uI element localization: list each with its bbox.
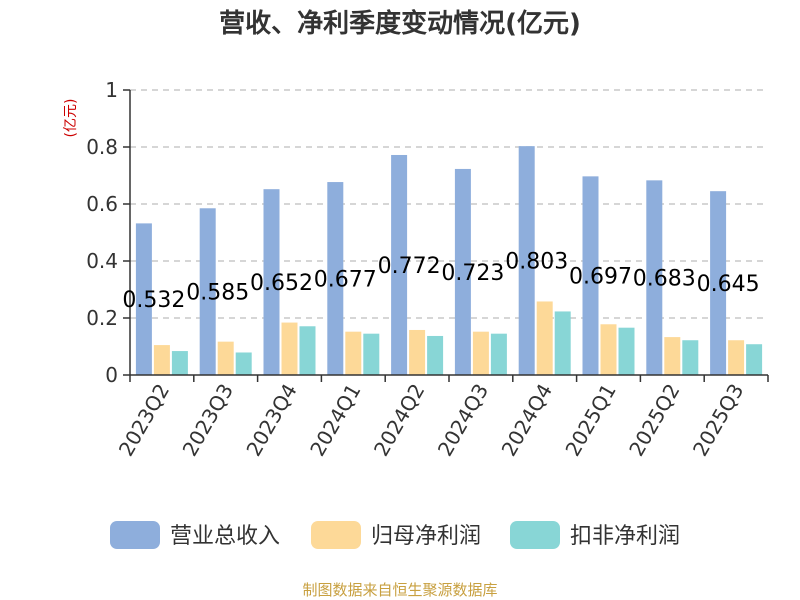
data-label: 0.585 [186,281,249,306]
bar-1 [135,223,152,375]
bar-1 [391,154,408,375]
source-note: 制图数据来自恒生聚源数据库 [302,581,497,599]
bar-2 [409,329,426,375]
bar-3 [746,344,763,375]
bar-1 [454,168,471,375]
bar-1 [327,182,344,375]
bar-2 [664,337,681,375]
data-label: 0.677 [314,268,377,293]
bar-2 [600,324,617,375]
x-tick-label: 2025Q3 [688,380,748,461]
x-tick-label: 2023Q4 [241,380,301,461]
data-label: 0.772 [378,254,441,279]
legend-swatch [110,521,160,549]
bar-1 [263,189,280,375]
bar-1 [710,191,727,375]
x-tick-label: 2024Q2 [369,380,429,461]
bar-3 [682,340,699,375]
bars [135,146,763,375]
bar-1 [199,208,216,375]
x-tick-label: 2025Q1 [560,380,620,461]
bar-3 [363,333,380,375]
legend-item[interactable]: 归母净利润 [311,521,481,549]
bar-2 [281,322,298,375]
bar-1 [646,180,663,375]
data-label: 0.723 [441,261,504,286]
x-tick-label: 2024Q1 [305,380,365,461]
legend-label: 归母净利润 [371,524,481,549]
bar-1 [518,146,535,375]
bar-2 [345,331,362,375]
data-label: 0.652 [250,271,313,296]
y-tick-label: 0.2 [86,306,118,330]
chart-title: 营收、净利季度变动情况(亿元) [219,8,581,39]
y-tick-label: 1 [105,78,118,102]
bar-2 [472,331,489,375]
legend-item[interactable]: 营业总收入 [110,521,280,549]
legend-label: 扣非净利润 [570,524,680,549]
legend-swatch [311,521,361,549]
data-label: 0.697 [569,265,632,290]
bar-3 [427,335,444,375]
bar-3 [618,327,635,375]
bar-3 [171,351,188,375]
bar-3 [554,311,571,375]
legend-item[interactable]: 扣非净利润 [510,521,680,549]
bar-3 [235,352,252,375]
y-tick-label: 0.8 [86,135,118,159]
data-label: 0.803 [505,250,568,275]
legend-swatch [510,521,560,549]
y-tick-label: 0 [105,363,118,387]
bar-2 [728,340,745,375]
x-tick-label: 2024Q3 [433,380,493,461]
bar-2 [536,301,553,375]
y-tick-label: 0.6 [86,192,118,216]
bar-3 [299,326,316,375]
legend-label: 营业总收入 [170,524,280,549]
bar-2 [153,345,170,375]
x-tick-label: 2023Q3 [178,380,238,461]
legend[interactable]: 营业总收入 归母净利润 扣非净利润 [110,521,680,549]
x-tick-label: 2024Q4 [497,380,557,461]
x-tick-label: 2023Q2 [114,380,174,461]
bar-2 [217,341,234,375]
bar-1 [582,176,599,375]
data-label: 0.532 [122,288,185,313]
bar-3 [490,333,507,375]
x-tick-label: 2025Q2 [624,380,684,461]
data-label: 0.683 [633,267,696,292]
y-tick-label: 0.4 [86,249,118,273]
y-axis-unit: (亿元) [63,99,79,138]
data-label: 0.645 [697,272,760,297]
